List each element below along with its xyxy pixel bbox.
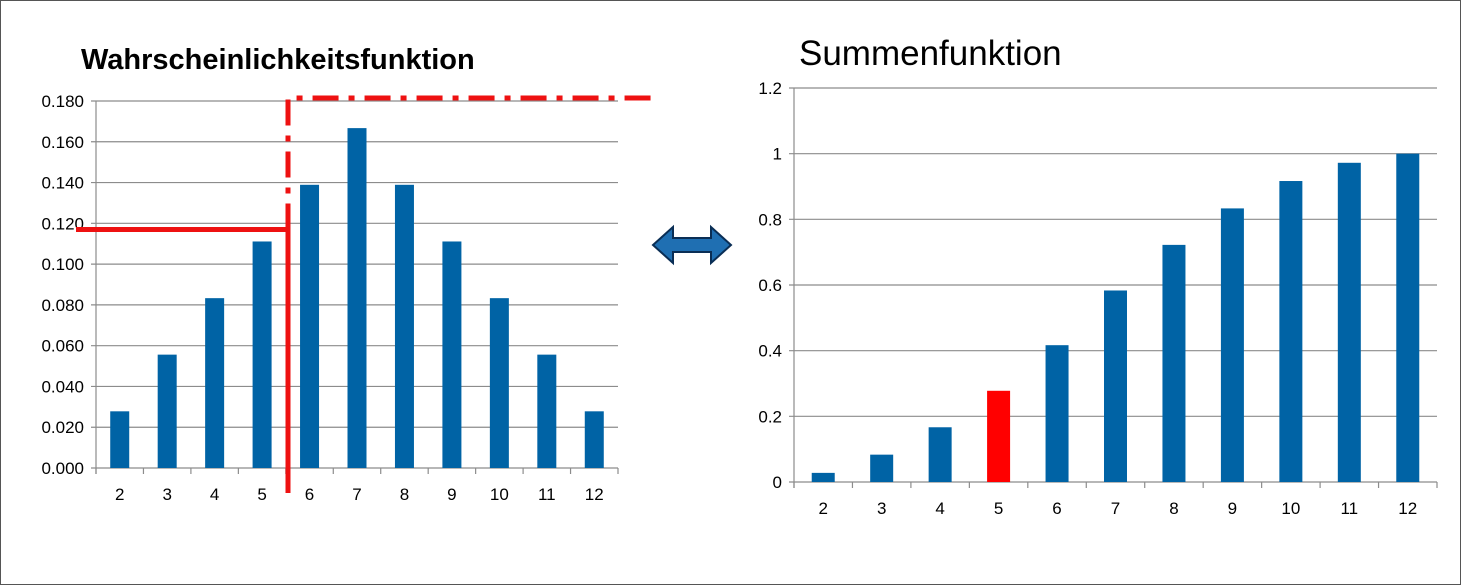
tick-labels: 0.000 0.020 0.040 0.060 0.080 0.100 0.120 0.140…: [41, 92, 603, 504]
bar: [1045, 345, 1069, 482]
x-tick-label: 4: [935, 499, 944, 518]
chart-title: Summenfunktion: [799, 34, 1062, 73]
x-tick-label: 3: [162, 485, 171, 504]
bar: [1104, 290, 1127, 482]
bar: [870, 454, 894, 482]
double-headed-arrow-icon: [651, 224, 733, 266]
x-tick-label: 2: [818, 499, 827, 518]
x-tick-label: 5: [994, 499, 1003, 518]
dash-dot-step-line: [285, 95, 653, 230]
bar: [1162, 244, 1186, 482]
y-tick-label: 0.060: [41, 337, 84, 356]
bar: [584, 411, 604, 468]
x-tick-label: 6: [305, 485, 314, 504]
bar: [537, 354, 557, 468]
y-tick-label: 0.140: [41, 174, 84, 193]
probability-function-chart: Wahrscheinlichkeitsfunktion 0.0000.0200.…: [41, 44, 653, 573]
tick-labels: 0 0.2 0.4 0.6 0.8 1 1.2 2 3 4 5 6 7 8 9 10 11 12: [758, 79, 1417, 518]
bar: [442, 241, 462, 468]
y-tick-label: 0.040: [41, 377, 84, 396]
y-tick-label: 0.120: [41, 214, 84, 233]
x-tick-label: 7: [352, 485, 361, 504]
bar: [205, 298, 225, 468]
y-tick-label: 0.180: [41, 92, 84, 111]
x-tick-label: 3: [877, 499, 886, 518]
x-tick-label: 11: [538, 485, 556, 504]
bar: [1396, 153, 1420, 482]
bar: [928, 427, 952, 482]
y-tick-label: 1.2: [758, 79, 782, 98]
bar: [1279, 181, 1303, 482]
annotation-lines: [76, 95, 653, 573]
arrow-shape: [651, 224, 733, 266]
bar: [252, 241, 272, 468]
x-tick-label: 7: [1111, 499, 1120, 518]
x-tick-label: 12: [1398, 499, 1417, 518]
y-tick-label: 0: [773, 473, 782, 492]
bar: [157, 354, 177, 468]
x-tick-label: 10: [490, 485, 509, 504]
x-tick-label: 9: [1228, 499, 1237, 518]
bars: [811, 153, 1420, 483]
bar-highlighted: [987, 390, 1011, 482]
x-tick-label: 8: [400, 485, 409, 504]
bar: [110, 411, 130, 468]
y-tick-label: 0.160: [41, 133, 84, 152]
chart-title: Wahrscheinlichkeitsfunktion: [81, 44, 475, 76]
y-tick-label: 0.080: [41, 296, 84, 315]
x-tick-label: 8: [1169, 499, 1178, 518]
y-tick-label: 0.100: [41, 255, 84, 274]
x-tick-label: 4: [210, 485, 219, 504]
y-tick-label: 0.000: [41, 459, 84, 478]
x-tick-label: 6: [1052, 499, 1061, 518]
y-tick-label: 0.020: [41, 418, 84, 437]
y-tick-label: 0.8: [758, 210, 782, 229]
bar: [347, 128, 367, 468]
x-tick-label: 2: [115, 485, 124, 504]
x-tick-label: 10: [1281, 499, 1300, 518]
bar: [1220, 208, 1244, 482]
bar: [300, 184, 320, 468]
bar: [394, 184, 414, 468]
cumulative-function-chart: Summenfunktion 0 0.2 0.4 0.6 0.8 1 1.2 2 3 4 5 6 7 8 9…: [758, 34, 1438, 518]
x-tick-label: 9: [447, 485, 456, 504]
x-tick-label: 11: [1340, 499, 1358, 518]
x-tick-label: 12: [585, 485, 604, 504]
bar: [811, 472, 835, 482]
bar: [489, 298, 509, 468]
y-tick-label: 1: [773, 145, 782, 164]
bar: [1337, 162, 1361, 483]
y-tick-label: 0.4: [758, 342, 782, 361]
y-tick-label: 0.2: [758, 407, 782, 426]
y-tick-label: 0.6: [758, 276, 782, 295]
x-tick-label: 5: [257, 485, 266, 504]
bars: [110, 128, 604, 468]
